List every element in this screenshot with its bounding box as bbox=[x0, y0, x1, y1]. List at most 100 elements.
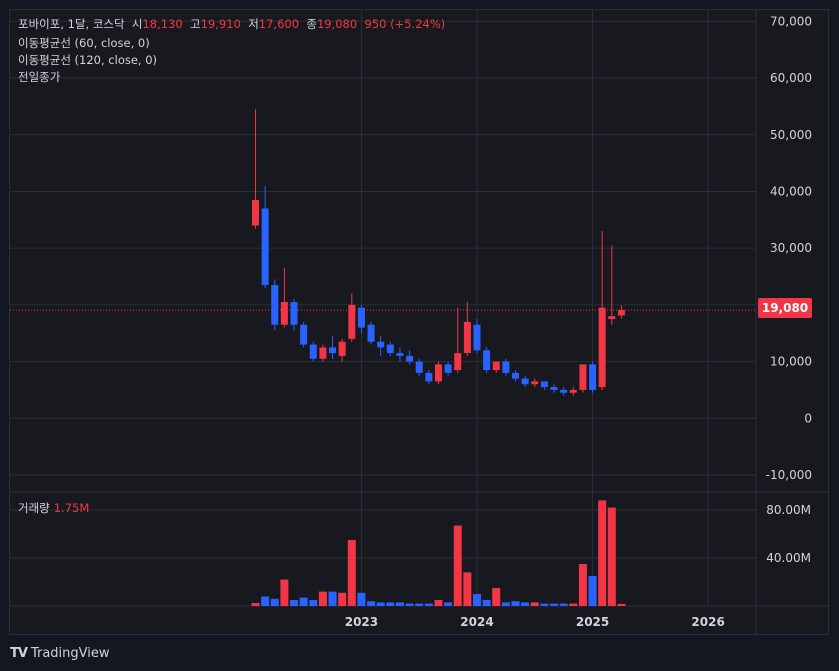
low-label: 저 bbox=[248, 17, 259, 31]
volume-tick-label: 80.00M bbox=[766, 503, 811, 517]
symbol-legend: 포바이포, 1달, 코스닥 시18,130 고19,910 저17,600 종1… bbox=[18, 16, 445, 33]
candle-body bbox=[300, 324, 308, 345]
price-tick-label: 40,000 bbox=[770, 184, 812, 198]
volume-bar bbox=[386, 602, 395, 606]
symbol-info[interactable]: 포바이포, 1달, 코스닥 bbox=[18, 17, 125, 31]
volume-bar bbox=[598, 500, 607, 606]
volume-bar bbox=[309, 600, 318, 606]
candle-body bbox=[425, 372, 433, 382]
candle-body bbox=[348, 304, 356, 339]
volume-bar bbox=[357, 592, 366, 606]
close-value: 19,080 bbox=[316, 17, 358, 31]
volume-bar bbox=[453, 525, 462, 606]
candle-body bbox=[261, 208, 269, 286]
candle-body bbox=[454, 353, 462, 371]
volume-bar bbox=[290, 600, 299, 606]
indicator-prev-close[interactable]: 전일종가 bbox=[18, 70, 61, 84]
change-value: 950 (+5.24%) bbox=[364, 17, 446, 31]
volume-bar bbox=[338, 592, 347, 606]
volume-bar bbox=[511, 601, 520, 606]
candle-body bbox=[406, 355, 414, 362]
candle-body bbox=[569, 389, 577, 393]
volume-bar bbox=[424, 603, 433, 606]
volume-bars bbox=[251, 500, 626, 606]
high-value: 19,910 bbox=[200, 17, 241, 31]
volume-tick-label: 40.00M bbox=[766, 551, 811, 565]
volume-label: 거래량 bbox=[18, 501, 50, 515]
chart-frame[interactable]: 70,00060,00050,00040,00030,00020,00010,0… bbox=[9, 9, 830, 636]
tradingview-brand-text: TradingView bbox=[30, 646, 110, 661]
volume-bar bbox=[463, 572, 472, 606]
indicator-ma120[interactable]: 이동평균선 (120, close, 0) bbox=[18, 53, 158, 67]
candle-body bbox=[396, 353, 404, 356]
volume-bar bbox=[578, 564, 587, 606]
chart-canvas[interactable]: 70,00060,00050,00040,00030,00020,00010,0… bbox=[10, 10, 830, 636]
volume-bar bbox=[569, 603, 578, 606]
candle-body bbox=[483, 350, 491, 371]
candle-body bbox=[521, 378, 529, 385]
candle-body bbox=[434, 364, 442, 382]
candle-body bbox=[531, 381, 539, 385]
candle-body bbox=[252, 199, 259, 226]
volume-bar bbox=[559, 603, 568, 606]
tradingview-logo[interactable]: TV TradingView bbox=[10, 646, 109, 661]
candle-body bbox=[338, 341, 346, 356]
candle-body bbox=[540, 381, 548, 388]
time-axis[interactable]: 2023 2024 2025 2026 bbox=[345, 615, 725, 629]
volume-bar bbox=[444, 602, 453, 606]
time-tick-label: 2023 bbox=[345, 615, 378, 629]
volume-bar bbox=[588, 576, 597, 606]
price-tick-label: 50,000 bbox=[770, 128, 812, 142]
candle-body bbox=[473, 324, 481, 351]
candle-body bbox=[271, 285, 279, 325]
volume-bar bbox=[347, 540, 356, 606]
price-tick-label: 0 bbox=[804, 411, 812, 425]
high-label: 고 bbox=[190, 17, 201, 31]
candle-body bbox=[386, 344, 394, 354]
candle-body bbox=[357, 307, 365, 328]
candle-body bbox=[492, 361, 500, 371]
volume-axis[interactable]: 80.00M 40.00M bbox=[766, 503, 811, 565]
volume-value: 1.75M bbox=[53, 501, 90, 515]
candle-body bbox=[290, 302, 298, 325]
time-tick-label: 2025 bbox=[576, 615, 609, 629]
candle-body bbox=[589, 364, 597, 390]
candle-body bbox=[463, 321, 471, 354]
tradingview-logo-icon: TV bbox=[10, 646, 28, 661]
last-price-tag: 19,080 bbox=[758, 298, 812, 318]
volume-bar bbox=[270, 598, 279, 606]
indicator-ma60[interactable]: 이동평균선 (60, close, 0) bbox=[18, 36, 150, 50]
price-tick-label: 30,000 bbox=[770, 241, 812, 255]
volume-bar bbox=[530, 602, 539, 606]
volume-bar bbox=[405, 603, 414, 606]
open-label: 시 bbox=[131, 17, 143, 31]
volume-bar bbox=[482, 600, 491, 606]
volume-bar bbox=[261, 596, 270, 606]
candle-body bbox=[512, 372, 520, 379]
volume-bar bbox=[367, 601, 376, 606]
candle-body bbox=[502, 361, 510, 373]
candle-body bbox=[377, 341, 385, 348]
candle-body bbox=[598, 307, 606, 388]
candle-body bbox=[550, 387, 558, 390]
volume-bar bbox=[251, 603, 260, 606]
candle-body bbox=[280, 302, 288, 325]
volume-bar bbox=[434, 600, 443, 606]
volume-bar bbox=[521, 602, 530, 606]
volume-bar bbox=[617, 603, 626, 606]
time-tick-label: 2026 bbox=[691, 615, 724, 629]
candle-body bbox=[367, 324, 375, 342]
candle-body bbox=[319, 347, 327, 359]
volume-bar bbox=[328, 591, 337, 606]
low-value: 17,600 bbox=[258, 17, 300, 31]
volume-legend[interactable]: 거래량 1.75M bbox=[18, 500, 89, 517]
candle-body bbox=[579, 364, 587, 390]
volume-bar bbox=[318, 591, 327, 606]
volume-bar bbox=[492, 588, 501, 606]
price-axis[interactable]: 70,00060,00050,00040,00030,00020,00010,0… bbox=[766, 14, 812, 482]
candles bbox=[252, 109, 625, 396]
open-value: 18,130 bbox=[142, 17, 183, 31]
volume-bar bbox=[415, 603, 424, 606]
candle-body bbox=[444, 364, 452, 373]
candle-body bbox=[617, 310, 625, 316]
